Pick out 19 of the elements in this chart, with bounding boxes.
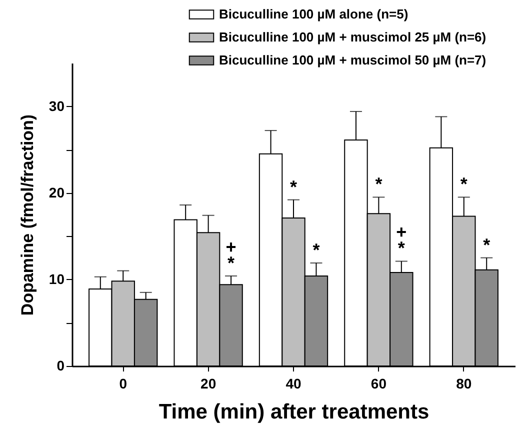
x-tick-label: 20 — [200, 376, 216, 392]
legend-label: Bicuculline 100 µM + muscimol 50 µM (n=7) — [219, 52, 486, 68]
x-axis-title: Time (min) after treatments — [158, 400, 430, 424]
y-axis-title: Dopamine (fmol/fraction) — [18, 114, 37, 316]
annotation: * — [460, 174, 468, 194]
x-tick-label: 0 — [119, 376, 128, 392]
y-tick-label: 30 — [48, 98, 65, 114]
legend-label: Bicuculline 100 µM + muscimol 25 µM (n=6) — [219, 30, 486, 44]
annotation: * — [312, 240, 320, 260]
annotation: * — [290, 176, 298, 197]
x-tick-label: 40 — [286, 376, 302, 392]
y-tick-label: 10 — [48, 270, 65, 287]
annotation: * — [375, 174, 382, 194]
x-tick-label: 80 — [456, 376, 472, 392]
y-tick-label: 0 — [56, 358, 65, 374]
x-tick-label: 60 — [370, 376, 387, 392]
annotation: * — [483, 234, 490, 255]
y-tick-label: 20 — [48, 184, 65, 200]
legend-label: Bicuculline 100 µM alone (n=5) — [219, 6, 408, 22]
